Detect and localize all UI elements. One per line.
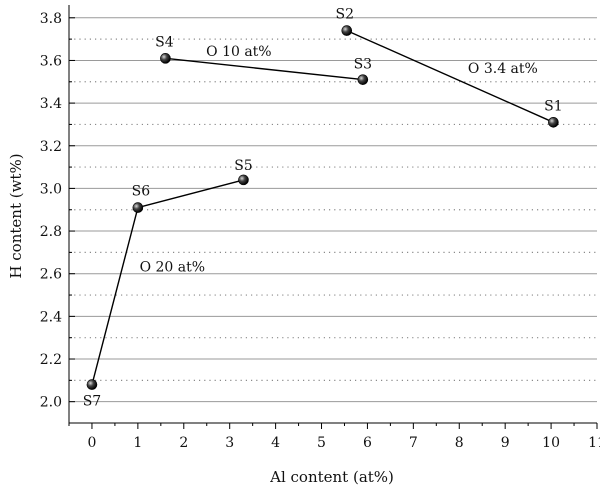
x-tick-label: 6: [363, 435, 372, 451]
x-tick-label: 3: [225, 435, 234, 451]
series-label: O 10 at%: [206, 44, 271, 60]
x-tick-label: 7: [409, 435, 418, 451]
series-lines: [91, 29, 554, 385]
point-label: S4: [155, 34, 174, 50]
data-point: [341, 25, 353, 36]
series-line: [165, 57, 363, 81]
y-tick-label: 3.0: [40, 181, 62, 197]
axes-layer: 2.0 2.2 2.4 2.6 2.8 3.0 3.2 3.4 3.6 3.8 0 1 2 3 4 5 6 7 8 9…: [40, 5, 600, 451]
x-tick-label: 8: [455, 435, 464, 451]
point-label: S2: [336, 7, 355, 23]
point-label: S3: [354, 57, 373, 73]
point-label: S7: [83, 394, 102, 410]
data-points: [86, 25, 559, 390]
y-tick-label: 3.6: [40, 53, 62, 69]
series-label: O 20 at%: [140, 260, 205, 276]
data-point: [238, 174, 249, 186]
data-point: [132, 202, 144, 213]
y-tick-label: 3.8: [40, 11, 62, 27]
series-line: [91, 179, 244, 385]
y-axis-title: H content (wt%): [7, 153, 25, 278]
series-line: [346, 29, 554, 123]
data-point: [548, 116, 559, 128]
y-tick-label: 2.2: [40, 352, 62, 368]
data-point: [86, 379, 98, 390]
series-label: O 3.4 at%: [468, 61, 538, 77]
x-axis-title: Al content (at%): [269, 468, 394, 486]
x-tick-label: 0: [87, 435, 96, 451]
y-tick-label: 3.2: [40, 139, 62, 155]
x-tick-label: 9: [501, 435, 510, 451]
y-tick-label: 2.0: [40, 395, 62, 411]
y-tick-label: 2.8: [40, 224, 62, 240]
x-tick-label: 2: [179, 435, 188, 451]
grid-layer: [69, 17, 597, 403]
x-tick-label: 4: [271, 435, 280, 451]
x-tick-label: 10: [542, 435, 560, 451]
x-tick-label: 5: [317, 435, 326, 451]
x-tick-label: 11: [588, 435, 600, 451]
y-tick-label: 2.6: [40, 267, 62, 283]
y-tick-label: 3.4: [40, 96, 62, 112]
point-label: S1: [544, 98, 563, 114]
x-tick-label: 1: [133, 435, 142, 451]
labels-layer: S1 S2 S3 S4 S5 S6 S7 O 3.4 at% O 10 at% O 20 at%: [83, 7, 563, 410]
point-label: S5: [234, 158, 253, 174]
point-label: S6: [132, 184, 151, 200]
y-tick-label: 2.4: [40, 309, 62, 325]
data-point: [160, 53, 171, 64]
data-point: [357, 74, 369, 85]
